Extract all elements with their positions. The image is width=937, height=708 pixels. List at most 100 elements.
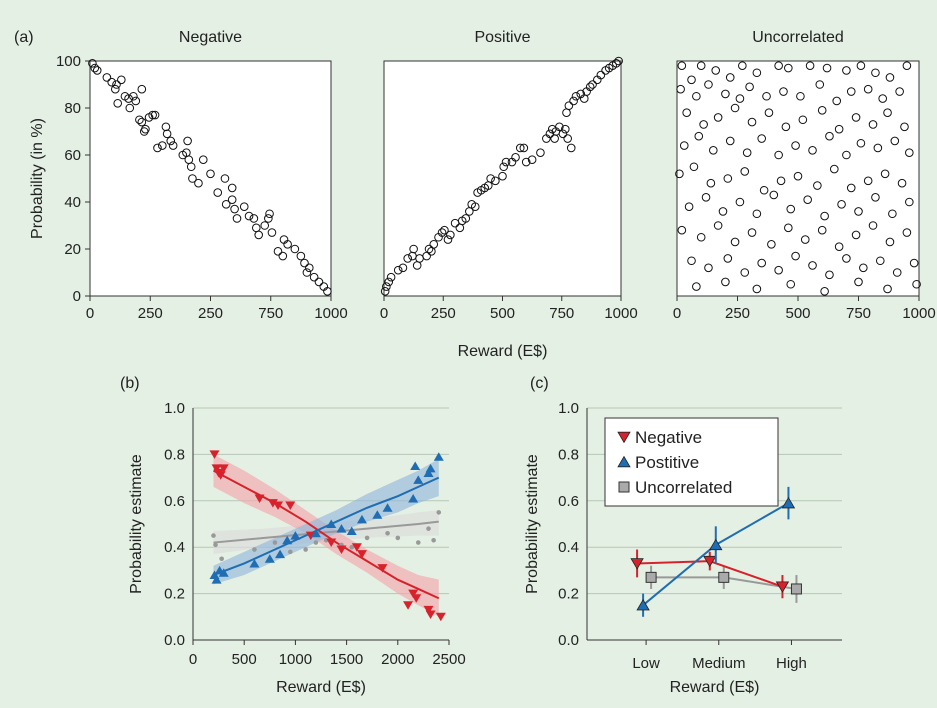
data-point — [393, 265, 403, 275]
uncorrelated-data-point — [426, 526, 431, 531]
y-tick-label: 0.8 — [558, 446, 579, 463]
data-point — [679, 141, 689, 150]
data-point — [830, 164, 839, 174]
data-point — [725, 73, 735, 82]
data-point — [90, 63, 100, 73]
data-point — [194, 178, 203, 188]
data-point — [596, 70, 606, 80]
positive-fit-line — [213, 476, 440, 576]
data-point — [791, 141, 800, 150]
data-point — [854, 277, 863, 287]
data-point — [791, 251, 800, 261]
data-point — [424, 244, 434, 254]
positive-data-point — [346, 526, 357, 535]
data-point — [112, 80, 121, 89]
data-point — [498, 171, 507, 181]
data-point — [470, 202, 480, 211]
data-point — [521, 157, 531, 167]
negative-data-point — [267, 499, 278, 508]
data-point — [309, 272, 319, 282]
data-point — [206, 169, 215, 179]
legend: Negative Postitive Uncorrelated — [604, 417, 779, 507]
data-point — [290, 244, 300, 254]
data-point — [232, 214, 242, 223]
positive-data-point — [408, 493, 419, 503]
data-point — [398, 263, 408, 273]
data-point — [820, 211, 829, 221]
data-point — [227, 183, 237, 193]
data-point — [776, 176, 786, 186]
data-point — [429, 240, 439, 249]
data-point — [863, 84, 873, 94]
y-tick-label: 20 — [64, 241, 81, 258]
data-point — [798, 115, 808, 125]
negative-data-point — [336, 545, 347, 555]
panel-label: (a) — [14, 29, 34, 46]
data-point — [784, 63, 793, 73]
uncorrelated-data-point — [313, 540, 319, 545]
data-point — [183, 136, 192, 146]
uncorrelated-data-point — [436, 510, 442, 515]
data-point — [515, 143, 525, 153]
data-point — [837, 200, 846, 209]
data-point — [273, 247, 283, 256]
data-point — [186, 162, 196, 172]
data-point — [300, 258, 309, 268]
data-point — [403, 254, 413, 263]
data-point — [786, 204, 796, 214]
data-point — [486, 174, 495, 183]
data-point — [842, 66, 851, 75]
plot-area — [89, 60, 332, 297]
data-point — [561, 124, 570, 134]
y-axis-label: Probability estimate — [524, 454, 541, 594]
data-point — [102, 73, 112, 82]
data-point — [382, 282, 391, 291]
legend-label-positive: Postitive — [635, 453, 699, 472]
positive-data-point — [425, 463, 436, 473]
x-tick-label: 2500 — [432, 651, 465, 668]
negative-data-point — [326, 538, 337, 548]
data-point — [566, 143, 576, 153]
data-point — [111, 84, 120, 94]
panel-title: Negative — [179, 29, 242, 46]
data-point — [709, 146, 718, 155]
data-point — [213, 188, 223, 197]
uncorrelated-data-point — [349, 544, 355, 550]
data-point — [742, 148, 752, 157]
x-tick-label: 250 — [725, 305, 750, 322]
data-point — [227, 195, 237, 204]
x-tick-label: Medium — [692, 655, 745, 672]
data-point — [221, 200, 231, 209]
data-point — [871, 193, 880, 202]
panel-title: Positive — [474, 29, 530, 46]
y-tick-label: 0.0 — [164, 632, 185, 649]
data-point — [527, 155, 537, 164]
negative-data-point — [403, 601, 414, 610]
data-point — [198, 155, 208, 164]
x-tick-label: 1000 — [279, 651, 312, 668]
x-tick-label: 1000 — [902, 305, 935, 322]
data-point — [260, 221, 270, 230]
data-point — [786, 279, 796, 289]
uncorrelated-data-point — [303, 547, 308, 552]
data-point — [682, 108, 691, 117]
x-axis-label: Reward (E$) — [458, 343, 548, 360]
y-tick-label: 0.2 — [164, 586, 185, 603]
positive-data-point — [290, 531, 301, 540]
positive-data-point — [372, 510, 383, 519]
data-point — [386, 272, 396, 282]
negative-data-point — [423, 605, 434, 615]
positive-data-point — [310, 528, 321, 538]
panel-b: (b) 0.0 0.2 0.4 0.6 0.8 1.0 0 500 1000 1500 2000 250… — [120, 375, 466, 696]
data-point — [851, 113, 861, 122]
data-point — [491, 176, 500, 186]
data-point — [822, 63, 832, 73]
uncorrelated-data-point — [395, 535, 401, 541]
uncorrelated-data-point — [415, 540, 421, 545]
data-point — [895, 87, 904, 96]
data-point — [283, 240, 292, 249]
data-point — [166, 136, 176, 146]
legend-label-negative: Negative — [635, 428, 702, 447]
positive-data-point — [336, 524, 347, 533]
uncorrelated-data-point — [431, 537, 436, 543]
